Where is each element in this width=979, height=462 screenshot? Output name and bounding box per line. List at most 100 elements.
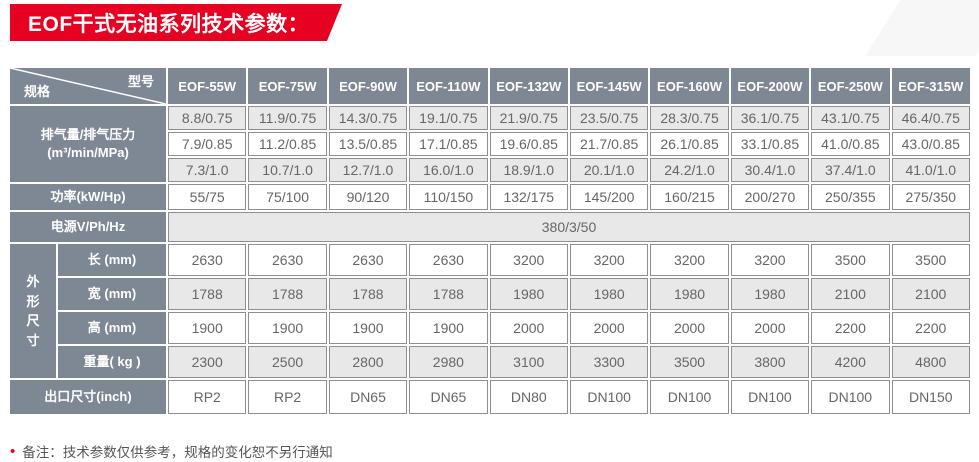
spec-cell: 3200 <box>489 244 568 276</box>
column-header: EOF-160W <box>650 68 729 104</box>
spec-cell: DN100 <box>650 380 729 414</box>
table-row: 电源V/Ph/Hz 380/3/50 <box>10 212 970 242</box>
row-sublabel: 宽 (mm) <box>58 278 166 310</box>
row-label: 排气量/排气压力 (m³/min/MPa) <box>10 106 166 182</box>
spec-cell: 16.0/1.0 <box>409 158 488 182</box>
spec-cell: 46.4/0.75 <box>891 106 970 130</box>
spec-cell: 1980 <box>650 278 729 310</box>
footnote: • 备注：技术参数仅供参考，规格的变化恕不另行通知 <box>10 441 333 461</box>
spec-cell: 8.8/0.75 <box>168 106 247 130</box>
spec-cell: 19.6/0.85 <box>489 132 568 156</box>
corner-decoration <box>865 0 979 56</box>
spec-cell: 11.9/0.75 <box>248 106 327 130</box>
spec-cell: 28.3/0.75 <box>650 106 729 130</box>
spec-cell: 2100 <box>891 278 970 310</box>
spec-cell: 1900 <box>409 312 488 344</box>
spec-cell: 3200 <box>730 244 810 276</box>
spec-cell: 36.1/0.75 <box>730 106 810 130</box>
spec-cell: 3800 <box>730 346 810 378</box>
title-banner: EOF干式无油系列技术参数： <box>10 4 342 41</box>
spec-cell: 1788 <box>168 278 247 310</box>
spec-cell: 2630 <box>168 244 247 276</box>
spec-cell: 1980 <box>730 278 810 310</box>
table-row: 高 (mm) 1900 1900 1900 1900 2000 2000 2000 2000 22… <box>10 312 970 344</box>
table-row: 出口尺寸(inch) RP2 RP2 DN65 DN65 DN80 DN100 DN100 DN… <box>10 380 970 414</box>
spec-cell: 1900 <box>248 312 327 344</box>
corner-label-spec: 规格 <box>24 84 51 99</box>
spec-cell: 1900 <box>168 312 247 344</box>
spec-cell-merged: 380/3/50 <box>168 212 970 242</box>
spec-cell: DN150 <box>891 380 970 414</box>
spec-cell: 1980 <box>569 278 649 310</box>
spec-cell: 1900 <box>328 312 408 344</box>
spec-cell: 2300 <box>168 346 247 378</box>
spec-cell: 13.5/0.85 <box>328 132 408 156</box>
spec-cell: 145/200 <box>569 184 649 210</box>
spec-cell: 250/355 <box>811 184 890 210</box>
spec-cell: 2500 <box>248 346 327 378</box>
row-label: 电源V/Ph/Hz <box>10 212 166 242</box>
spec-cell: 43.0/0.85 <box>891 132 970 156</box>
row-label: 出口尺寸(inch) <box>10 380 166 414</box>
table-row: 7.3/1.0 10.7/1.0 12.7/1.0 16.0/1.0 18.9/1.0 2… <box>10 158 970 182</box>
table-row: 功率(kW/Hp) 55/75 75/100 90/120 110/150 132/175… <box>10 184 970 210</box>
spec-cell: 2000 <box>569 312 649 344</box>
spec-cell: 17.1/0.85 <box>409 132 488 156</box>
spec-cell: 2000 <box>650 312 729 344</box>
column-header: EOF-110W <box>409 68 488 104</box>
column-header: EOF-55W <box>168 68 247 104</box>
spec-cell: 41.0/0.85 <box>811 132 890 156</box>
spec-table-body: 排气量/排气压力 (m³/min/MPa) 8.8/0.75 11.9/0.75 14… <box>10 106 970 414</box>
spec-cell: 3200 <box>650 244 729 276</box>
spec-cell: RP2 <box>168 380 247 414</box>
spec-cell: 21.9/0.75 <box>489 106 568 130</box>
page-title: EOF干式无油系列技术参数： <box>28 12 310 36</box>
spec-cell: 275/350 <box>891 184 970 210</box>
column-header: EOF-75W <box>248 68 327 104</box>
spec-cell: 2800 <box>328 346 408 378</box>
spec-cell: 14.3/0.75 <box>328 106 408 130</box>
spec-cell: 2630 <box>409 244 488 276</box>
column-header: EOF-90W <box>328 68 408 104</box>
corner-label-model: 型号 <box>127 74 154 89</box>
spec-cell: 2000 <box>489 312 568 344</box>
spec-cell: 26.1/0.85 <box>650 132 729 156</box>
spec-cell: 110/150 <box>409 184 488 210</box>
spec-cell: 1788 <box>328 278 408 310</box>
spec-cell: 3500 <box>811 244 890 276</box>
spec-cell: 43.1/0.75 <box>811 106 890 130</box>
footnote-text: 备注：技术参数仅供参考，规格的变化恕不另行通知 <box>22 445 333 460</box>
spec-cell: 90/120 <box>328 184 408 210</box>
spec-cell: 24.2/1.0 <box>650 158 729 182</box>
bullet-icon: • <box>10 442 16 460</box>
spec-cell: 3100 <box>489 346 568 378</box>
spec-cell: 7.9/0.85 <box>168 132 247 156</box>
spec-cell: 75/100 <box>248 184 327 210</box>
row-sublabel: 高 (mm) <box>58 312 166 344</box>
spec-cell: 41.0/1.0 <box>891 158 970 182</box>
spec-cell: DN65 <box>328 380 408 414</box>
spec-cell: 3300 <box>569 346 649 378</box>
spec-cell: 33.1/0.85 <box>730 132 810 156</box>
row-label: 功率(kW/Hp) <box>10 184 166 210</box>
spec-cell: 1980 <box>489 278 568 310</box>
row-group-label: 外 形 尺 寸 <box>10 244 56 378</box>
spec-cell: 37.4/1.0 <box>811 158 890 182</box>
row-sublabel: 重量( kg ) <box>58 346 166 378</box>
column-header: EOF-200W <box>730 68 810 104</box>
spec-cell: 12.7/1.0 <box>328 158 408 182</box>
spec-cell: 3200 <box>569 244 649 276</box>
diagonal-divider-line <box>10 68 166 104</box>
spec-cell: 21.7/0.85 <box>569 132 649 156</box>
spec-table: 型号 规格 EOF-55W EOF-75W EOF-90W EOF-110W EOF-1… <box>8 66 972 416</box>
spec-cell: 1788 <box>409 278 488 310</box>
table-row: 7.9/0.85 11.2/0.85 13.5/0.85 17.1/0.85 19.6/… <box>10 132 970 156</box>
spec-cell: 19.1/0.75 <box>409 106 488 130</box>
spec-cell: 30.4/1.0 <box>730 158 810 182</box>
spec-cell: 2100 <box>811 278 890 310</box>
spec-cell: 2630 <box>328 244 408 276</box>
spec-cell: 1788 <box>248 278 327 310</box>
column-header: EOF-132W <box>489 68 568 104</box>
spec-cell: 200/270 <box>730 184 810 210</box>
spec-cell: DN100 <box>730 380 810 414</box>
